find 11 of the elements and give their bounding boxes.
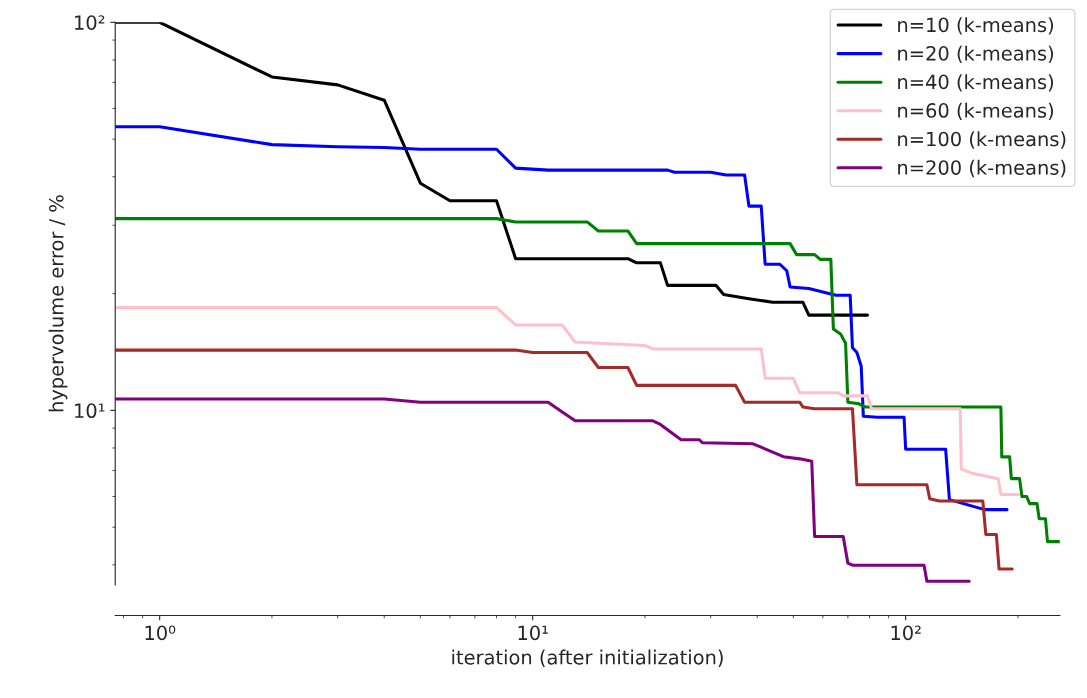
- x-tick-label: 10²: [891, 625, 921, 641]
- legend-label: n=40 (k-means): [898, 74, 1054, 92]
- legend-label: n=100 (k-means): [898, 131, 1066, 149]
- legend-label: n=20 (k-means): [898, 45, 1054, 63]
- x-axis-title: iteration (after initialization): [452, 649, 723, 667]
- y-axis-title: hypervolume error / %: [48, 195, 68, 412]
- x-tick-label: 10⁰: [145, 625, 176, 641]
- legend-label: n=200 (k-means): [898, 159, 1066, 178]
- legend-label: n=60 (k-means): [898, 102, 1054, 121]
- legend-label: n=10 (k-means): [898, 17, 1054, 35]
- x-tick-label: 10¹: [518, 625, 548, 641]
